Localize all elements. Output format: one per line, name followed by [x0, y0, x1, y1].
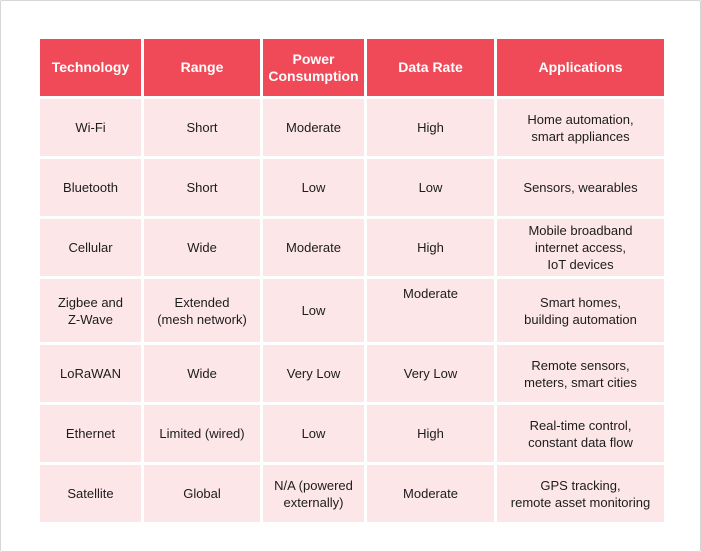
table-row: Zigbee and Z-Wave Extended (mesh network…: [40, 279, 664, 342]
cell-applications: Home automation, smart appliances: [497, 99, 664, 156]
cell-data-rate: High: [367, 405, 494, 462]
header-technology: Technology: [40, 39, 141, 96]
cell-power-consumption: N/A (powered externally): [263, 465, 364, 522]
cell-applications: GPS tracking, remote asset monitoring: [497, 465, 664, 522]
cell-technology: Ethernet: [40, 405, 141, 462]
cell-range: Extended (mesh network): [144, 279, 260, 342]
cell-power-consumption: Low: [263, 279, 364, 342]
cell-range: Wide: [144, 219, 260, 276]
cell-power-consumption: Very Low: [263, 345, 364, 402]
table-row: LoRaWAN Wide Very Low Very Low Remote se…: [40, 345, 664, 402]
cell-technology: Wi-Fi: [40, 99, 141, 156]
header-power-consumption: Power Consumption: [263, 39, 364, 96]
cell-data-rate: High: [367, 219, 494, 276]
cell-applications: Sensors, wearables: [497, 159, 664, 216]
table-row: Ethernet Limited (wired) Low High Real-t…: [40, 405, 664, 462]
cell-power-consumption: Moderate: [263, 99, 364, 156]
cell-technology: Bluetooth: [40, 159, 141, 216]
cell-range: Short: [144, 99, 260, 156]
cell-range: Global: [144, 465, 260, 522]
cell-technology: Satellite: [40, 465, 141, 522]
table-row: Wi-Fi Short Moderate High Home automatio…: [40, 99, 664, 156]
cell-power-consumption: Low: [263, 159, 364, 216]
cell-applications: Smart homes, building automation: [497, 279, 664, 342]
header-range: Range: [144, 39, 260, 96]
cell-data-rate: Moderate: [367, 279, 494, 342]
cell-range: Limited (wired): [144, 405, 260, 462]
header-applications: Applications: [497, 39, 664, 96]
cell-technology: Cellular: [40, 219, 141, 276]
table-row: Cellular Wide Moderate High Mobile broad…: [40, 219, 664, 276]
cell-technology: Zigbee and Z-Wave: [40, 279, 141, 342]
iot-technology-table: Technology Range Power Consumption Data …: [37, 36, 667, 525]
cell-data-rate: High: [367, 99, 494, 156]
header-data-rate: Data Rate: [367, 39, 494, 96]
cell-data-rate: Low: [367, 159, 494, 216]
cell-range: Wide: [144, 345, 260, 402]
table-row: Satellite Global N/A (powered externally…: [40, 465, 664, 522]
cell-range: Short: [144, 159, 260, 216]
cell-applications: Mobile broadband internet access, IoT de…: [497, 219, 664, 276]
cell-power-consumption: Moderate: [263, 219, 364, 276]
cell-data-rate: Very Low: [367, 345, 494, 402]
cell-applications: Remote sensors, meters, smart cities: [497, 345, 664, 402]
cell-technology: LoRaWAN: [40, 345, 141, 402]
cell-applications: Real-time control, constant data flow: [497, 405, 664, 462]
cell-power-consumption: Low: [263, 405, 364, 462]
table-row: Bluetooth Short Low Low Sensors, wearabl…: [40, 159, 664, 216]
cell-data-rate: Moderate: [367, 465, 494, 522]
table-header-row: Technology Range Power Consumption Data …: [40, 39, 664, 96]
